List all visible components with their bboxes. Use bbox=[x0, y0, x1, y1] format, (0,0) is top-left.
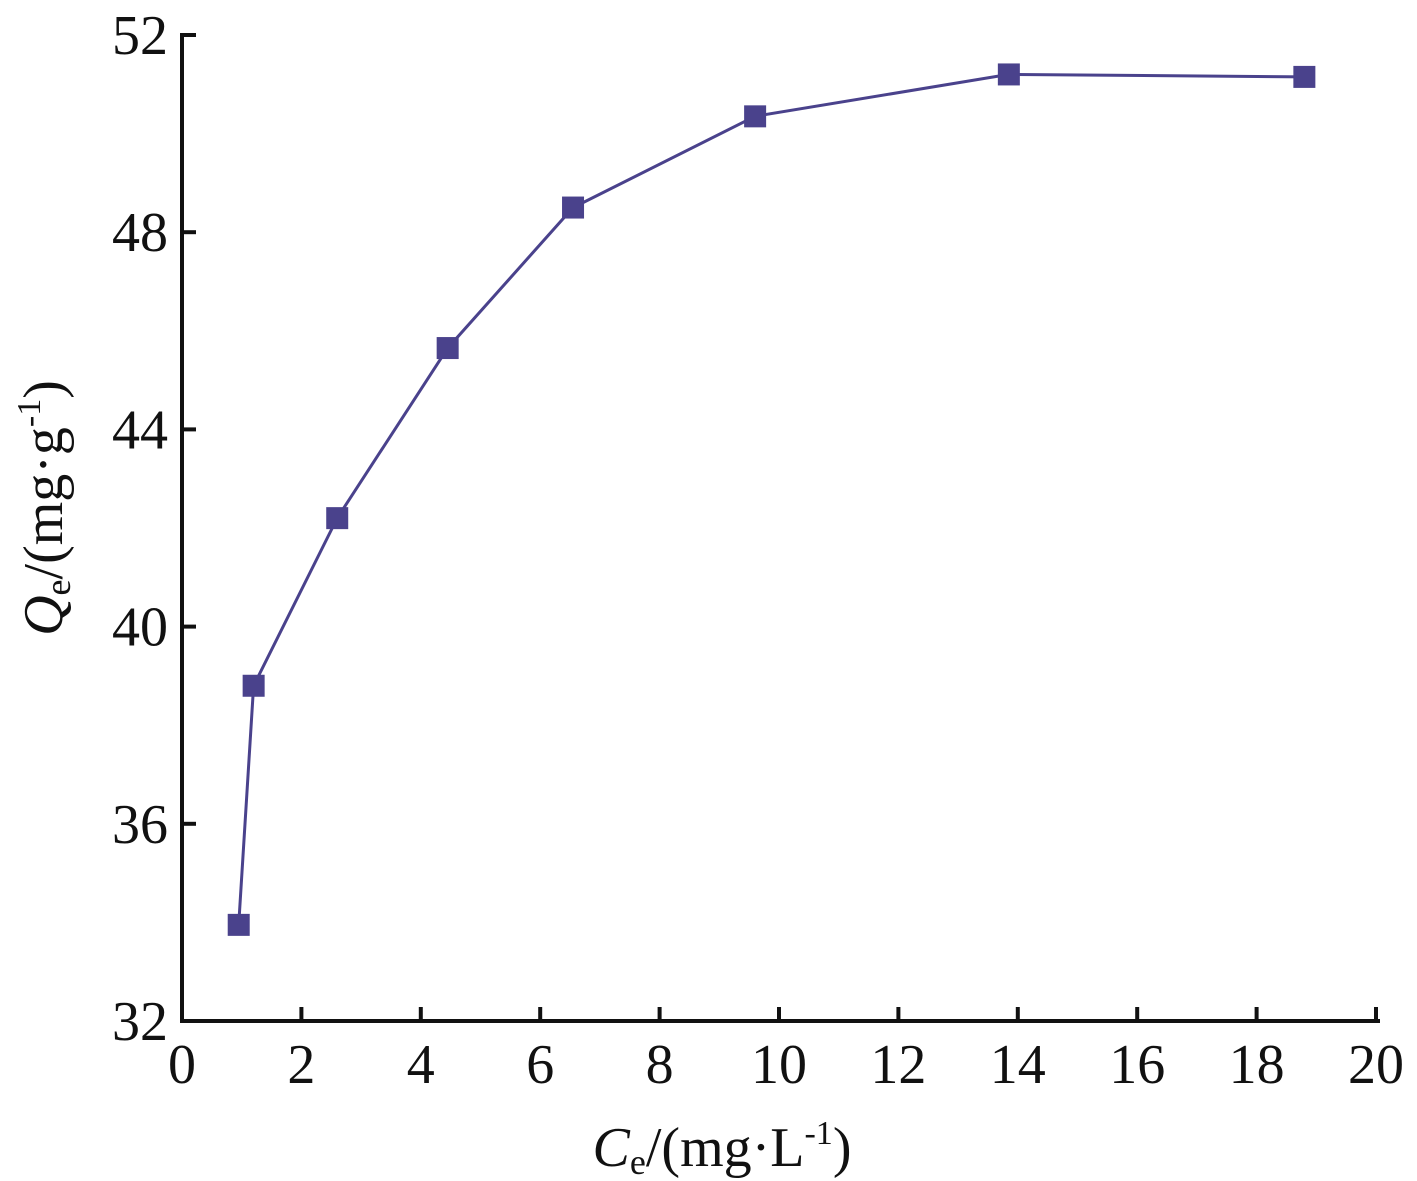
y-ticks: 32 36 40 44 48 52 bbox=[112, 5, 196, 1053]
series-line bbox=[237, 72, 1305, 925]
x-axis-title-sub: e bbox=[630, 1142, 646, 1181]
x-tick-label: 6 bbox=[526, 1034, 554, 1096]
data-point-marker bbox=[1293, 65, 1316, 88]
axes bbox=[180, 33, 1380, 1023]
data-point-marker bbox=[326, 507, 349, 530]
y-tick-label: 48 bbox=[112, 202, 168, 264]
x-axis-title-unit: /(mg·L bbox=[646, 1117, 805, 1179]
y-axis-title-sup: -1 bbox=[11, 399, 48, 427]
x-tick-label: 12 bbox=[870, 1034, 926, 1096]
x-axis-title-main: C bbox=[593, 1117, 631, 1179]
data-point-marker bbox=[227, 913, 250, 936]
data-point-marker bbox=[242, 674, 265, 697]
x-tick-label: 10 bbox=[751, 1034, 807, 1096]
x-ticks: 0 2 4 6 8 10 12 14 16 18 20 bbox=[168, 1007, 1404, 1096]
y-tick-label: 44 bbox=[112, 399, 168, 461]
y-axis-title-main: Q bbox=[13, 595, 75, 635]
y-tick-label: 36 bbox=[112, 794, 168, 856]
y-tick-label: 52 bbox=[112, 5, 168, 67]
y-axis-title: Qe/(mg·g-1) bbox=[11, 380, 78, 636]
y-tick-label: 32 bbox=[112, 991, 168, 1053]
x-tick-label: 2 bbox=[287, 1034, 315, 1096]
data-point-marker bbox=[436, 337, 459, 360]
data-point-marker bbox=[562, 196, 585, 219]
y-axis-title-close: ) bbox=[13, 380, 75, 399]
series bbox=[227, 63, 1316, 936]
x-tick-label: 16 bbox=[1109, 1034, 1165, 1096]
y-tick-label: 40 bbox=[112, 597, 168, 659]
x-tick-label: 18 bbox=[1229, 1034, 1285, 1096]
x-tick-label: 8 bbox=[646, 1034, 674, 1096]
x-tick-label: 0 bbox=[168, 1034, 196, 1096]
y-axis-title-sub: e bbox=[38, 579, 78, 595]
data-point-marker bbox=[997, 63, 1020, 86]
x-axis-title-close: ) bbox=[833, 1117, 852, 1179]
x-axis-title-sup: -1 bbox=[804, 1115, 832, 1152]
x-tick-label: 14 bbox=[990, 1034, 1046, 1096]
x-tick-label: 20 bbox=[1348, 1034, 1404, 1096]
y-axis-title-unit: /(mg·g bbox=[13, 427, 75, 579]
x-tick-label: 4 bbox=[407, 1034, 435, 1096]
x-axis-title: Ce/(mg·L-1) bbox=[593, 1115, 852, 1181]
data-point-marker bbox=[744, 105, 767, 128]
